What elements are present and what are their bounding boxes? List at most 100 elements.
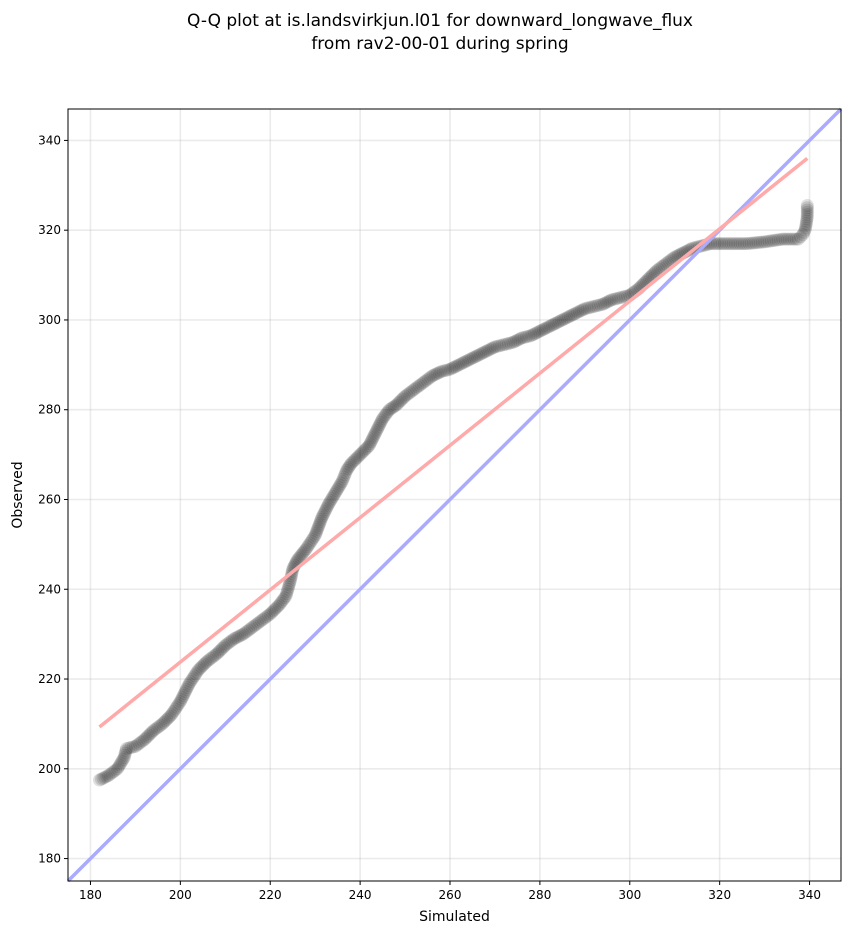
data-point: [204, 651, 218, 665]
data-point: [799, 216, 813, 230]
data-point: [155, 717, 169, 731]
data-point: [459, 354, 473, 368]
data-point: [762, 234, 776, 248]
data-point: [302, 538, 316, 552]
data-point: [708, 237, 722, 251]
data-point: [529, 326, 543, 340]
data-point: [371, 421, 385, 435]
data-point: [280, 587, 294, 601]
data-point: [391, 397, 405, 411]
data-points: [66, 107, 843, 883]
data-point: [800, 203, 814, 217]
data-point: [361, 440, 375, 454]
data-point: [800, 214, 814, 228]
data-point: [272, 598, 286, 612]
data-point: [457, 355, 471, 369]
data-point: [336, 472, 350, 486]
data-point: [538, 321, 552, 335]
data-point: [346, 455, 360, 469]
data-point: [334, 476, 348, 490]
data-point: [569, 306, 583, 320]
data-point: [612, 291, 626, 305]
data-point: [189, 667, 203, 681]
data-point: [362, 439, 376, 453]
grid: [68, 109, 841, 881]
data-point: [313, 516, 327, 530]
data-point: [215, 641, 229, 655]
data-point: [420, 373, 434, 387]
data-point: [274, 596, 288, 610]
data-point: [794, 230, 808, 244]
data-point: [240, 624, 254, 638]
data-point: [398, 389, 412, 403]
data-point: [432, 365, 446, 379]
data-point: [389, 398, 403, 412]
data-point: [177, 686, 191, 700]
data-point: [283, 576, 297, 590]
y-tick-label: 340: [38, 133, 61, 147]
data-point: [190, 665, 204, 679]
data-point: [373, 417, 387, 431]
data-point: [490, 339, 504, 353]
data-point: [145, 725, 159, 739]
data-point: [484, 342, 498, 356]
data-point: [603, 294, 617, 308]
data-point: [209, 647, 223, 661]
data-point: [337, 470, 351, 484]
data-point: [252, 615, 266, 629]
data-point: [454, 357, 468, 371]
data-point: [284, 569, 298, 583]
data-point: [466, 351, 480, 365]
data-point: [400, 388, 414, 402]
data-point: [710, 237, 724, 251]
data-point: [243, 622, 257, 636]
data-point: [303, 536, 317, 550]
data-point: [598, 296, 612, 310]
data-point: [173, 694, 187, 708]
data-point: [533, 324, 547, 338]
data-point: [355, 446, 369, 460]
data-point: [105, 766, 119, 780]
data-point: [753, 235, 767, 249]
data-point: [299, 542, 313, 556]
data-point: [513, 332, 527, 346]
data-point: [724, 237, 738, 251]
data-point: [599, 295, 613, 309]
data-point: [338, 468, 352, 482]
data-point: [154, 718, 168, 732]
data-point: [524, 329, 538, 343]
data-point: [116, 752, 130, 766]
x-tick-label: 200: [169, 888, 192, 902]
plot-frame: [67, 108, 842, 882]
data-point: [224, 634, 238, 648]
data-point: [94, 772, 108, 786]
data-point: [472, 348, 486, 362]
data-point: [799, 219, 813, 233]
data-point: [370, 423, 384, 437]
data-point: [320, 501, 334, 515]
data-point: [312, 518, 326, 532]
data-point: [322, 497, 336, 511]
data-point: [800, 212, 814, 226]
data-point: [519, 330, 533, 344]
data-point: [367, 429, 381, 443]
data-point: [208, 649, 222, 663]
data-point: [263, 607, 277, 621]
data-point: [501, 337, 515, 351]
data-point: [384, 402, 398, 416]
data-point: [797, 225, 811, 239]
data-point: [405, 384, 419, 398]
data-point: [256, 612, 270, 626]
data-point: [233, 629, 247, 643]
data-point: [591, 298, 605, 312]
data-point: [291, 551, 305, 565]
data-point: [365, 433, 379, 447]
data-point: [443, 362, 457, 376]
data-point: [317, 507, 331, 521]
data-point: [182, 677, 196, 691]
data-point: [556, 313, 570, 327]
data-point: [344, 457, 358, 471]
data-point: [132, 737, 146, 751]
data-point: [403, 385, 417, 399]
